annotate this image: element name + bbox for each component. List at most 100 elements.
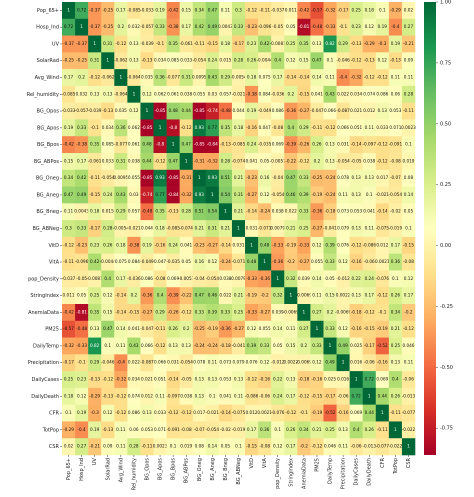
heatmap-cell [231, 153, 246, 171]
cell-label: 0.33 [260, 343, 270, 348]
heatmap-cell [401, 186, 416, 204]
heatmap-cell [271, 354, 285, 372]
cell-label: -0.17 [89, 226, 100, 231]
cell-label: 0.09 [404, 58, 414, 63]
heatmap-cell [349, 371, 364, 389]
cell-label: 0.13 [195, 393, 205, 398]
cell-label: -0.057 [75, 108, 89, 113]
cell-label: 0.086 [141, 276, 153, 281]
heatmap-cell [401, 18, 416, 36]
heatmap-cell [245, 102, 259, 120]
heatmap-cell [388, 371, 403, 389]
heatmap-cell [179, 69, 194, 87]
heatmap-cell [388, 287, 403, 305]
heatmap-cell [62, 2, 76, 20]
cell-label: 0.034 [350, 91, 362, 96]
cell-label: -0.12 [63, 242, 74, 247]
cell-label: -0.096 [75, 259, 89, 264]
heatmap-cell [336, 186, 350, 204]
cell-label: -0.21 [89, 444, 100, 449]
cell-label: -0.42 [298, 7, 309, 12]
heatmap-cell [323, 270, 337, 288]
cell-label: 0.2 [183, 326, 190, 331]
heatmap-cell [231, 253, 246, 271]
cell-label: 0.03 [129, 192, 139, 197]
cell-label: -0.13 [364, 58, 375, 63]
cell-label: 0.021 [141, 377, 153, 382]
cell-label: 0.13 [182, 343, 192, 348]
heatmap-cell [297, 270, 311, 288]
heatmap-cell [349, 153, 364, 171]
heatmap-cell [297, 371, 311, 389]
cell-label: 0.33 [221, 309, 231, 314]
heatmap-cell [101, 421, 115, 439]
heatmap-cell [375, 52, 390, 70]
heatmap-cell [258, 287, 272, 305]
cell-label: 0.022 [285, 209, 297, 214]
cell-label: -0.071 [232, 259, 246, 264]
cell-label: 0.069 [376, 377, 388, 382]
cell-label: 0.35 [168, 41, 178, 46]
cell-label: -0.0054 [230, 75, 246, 80]
cell-label: -0.15 [89, 192, 100, 197]
heatmap-cell [75, 438, 89, 456]
heatmap-cell [231, 354, 246, 372]
cell-label: -0.14 [246, 209, 257, 214]
x-tick-label: AnemiaData [301, 458, 307, 489]
cell-label: 0.54 [208, 209, 218, 214]
cell-label: -0.041 [323, 226, 337, 231]
heatmap-cell [166, 119, 180, 137]
cell-label: -0.32 [207, 158, 218, 163]
heatmap-cell [245, 287, 259, 305]
cell-label: -0.07 [194, 427, 205, 432]
heatmap-cell [336, 169, 350, 187]
cell-label: 0.12 [365, 24, 375, 29]
heatmap-cell [258, 236, 272, 254]
heatmap-cell [62, 136, 76, 154]
x-tick-label: BG_Bpos [171, 458, 177, 480]
heatmap-cell [362, 203, 377, 221]
cell-label: -0.17 [338, 7, 349, 12]
cell-label: -0.08 [403, 259, 414, 264]
cell-label: -0.041 [232, 343, 246, 348]
cell-label: 0.13 [129, 41, 139, 46]
heatmap-cell [127, 35, 141, 53]
cell-label: 0.075 [115, 259, 127, 264]
cell-label: 0.055 [311, 259, 323, 264]
cell-label: -0.12 [377, 158, 388, 163]
cell-label: 0.13 [325, 158, 335, 163]
heatmap-cell [153, 337, 167, 355]
heatmap-cell [62, 287, 76, 305]
cell-label: 0.29 [116, 209, 126, 214]
heatmap-cell [336, 236, 350, 254]
heatmap-cell [114, 387, 128, 405]
heatmap-cell [271, 387, 285, 405]
cell-label: 0.26 [391, 293, 401, 298]
cell-label: -0.12 [285, 410, 296, 415]
heatmap-cell [127, 186, 141, 204]
heatmap-cell [323, 387, 337, 405]
x-tick-label: BG_ABNeg [236, 458, 242, 485]
cell-label: 0.44 [365, 410, 375, 415]
cell-label: 0.13 [129, 58, 139, 63]
heatmap-cell [179, 438, 194, 456]
cell-label: 0.15 [103, 309, 113, 314]
cell-label: -0.13 [142, 58, 153, 63]
heatmap-cell [388, 69, 403, 87]
cell-label: 0.1 [392, 276, 399, 281]
heatmap-cell [101, 18, 115, 36]
cell-label: 0.49 [325, 360, 335, 365]
cell-label: -0.0081 [270, 41, 286, 46]
cell-label: 0.041 [246, 158, 258, 163]
cell-label: 0.015 [219, 58, 231, 63]
cell-label: 0.12 [247, 326, 257, 331]
cell-label: 0.26 [312, 142, 322, 147]
heatmap-cell [218, 153, 233, 171]
cell-label: -0.16 [259, 377, 270, 382]
cell-label: -0.52 [325, 410, 336, 415]
heatmap-cell [127, 304, 141, 322]
heatmap-cell [75, 169, 89, 187]
cell-label: 0.078 [193, 360, 205, 365]
heatmap-cell [245, 18, 259, 36]
